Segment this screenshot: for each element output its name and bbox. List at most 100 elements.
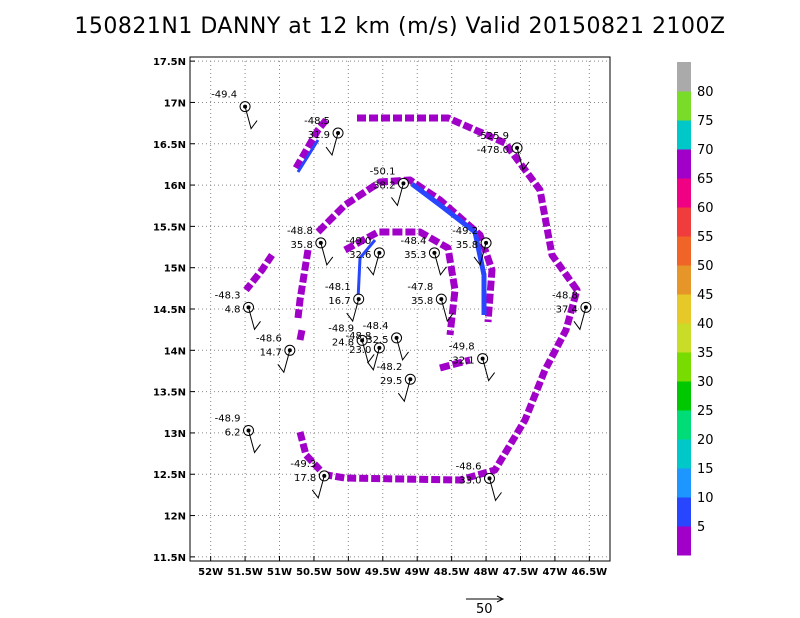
wind-barb [489,478,502,502]
observation-bottom-value: 24.8 [332,337,354,348]
observation-bottom-value: 38.2 [373,180,395,191]
x-tick-label: 48W [474,567,499,578]
wind-ring-inner [296,329,306,341]
observation-top-value: -48.3 [215,290,241,301]
y-tick-label: 16.5N [153,140,186,151]
colorbar-segment [677,323,691,353]
observation-bottom-value: 32.6 [349,250,371,261]
observation-top-value: -49.3 [290,459,316,470]
wind-barb [277,350,291,374]
observation-top-value: -48.6 [256,333,282,344]
colorbar-label: 30 [697,375,714,390]
wind-barb [244,106,258,130]
observation-top-value: -48.2 [376,362,402,373]
observation-top-value: -49.8 [449,342,475,353]
colorbar-label: 65 [697,172,714,187]
wind-field-rings [243,114,581,484]
observations: -49.4 -48.5 31.9 -525.9 -478.0 -50.1 38.2 -48.8… [211,90,592,502]
x-tick-label: 50W [336,567,361,578]
colorbar-label: 70 [697,143,714,158]
colorbar-label: 80 [697,85,714,100]
wind-ring-outer [326,114,581,484]
x-axis-ticks: 52W 51.5W 51W 50.5W 50W 49.5W 49W 48.5W 48W 47.5W… [198,556,607,578]
wind-barb [397,379,411,403]
wind-ring-outer [294,249,312,319]
observation-bottom-value: 23.0 [349,345,371,356]
observation-top-value: -48.8 [345,331,371,342]
colorbar: 5 10 15 20 25 30 35 40 45 50 55 60 65 70 75 80 [677,62,714,556]
wind-barb [325,132,339,157]
observation-top-value: -48.8 [287,226,313,237]
observation-top-value: -48.5 [304,116,330,127]
chart-title: 150821N1 DANNY at 12 km (m/s) Valid 2015… [74,14,726,39]
y-tick-label: 15N [164,264,186,275]
wind-ring-inner-fast [410,182,487,315]
x-tick-label: 51.5W [227,567,263,578]
colorbar-label: 60 [697,201,714,216]
x-tick-label: 52W [198,567,223,578]
colorbar-label: 40 [697,317,714,332]
observation-top-value: -49.2 [452,226,478,237]
y-tick-label: 12N [164,512,186,523]
wind-barb [248,307,261,331]
observation-top-value: -49.4 [211,90,237,101]
colorbar-segment [677,149,691,179]
colorbar-segment [677,352,691,382]
observation-bottom-value: 35.8 [291,240,313,251]
colorbar-segment [677,410,691,440]
y-tick-label: 17N [164,98,186,109]
observation-top-value: -48.9 [215,413,241,424]
wind-barb [366,252,380,276]
wind-ring-outer [292,117,329,170]
y-tick-label: 15.5N [153,222,186,233]
wind-barb [440,298,454,323]
observation-bottom-value: 33.0 [459,475,481,486]
wind-barb [248,430,261,454]
colorbar-label: 50 [697,259,714,274]
observation-top-value: -48.6 [456,461,482,472]
wind-ring-inner [439,356,471,372]
colorbar-label: 10 [697,491,714,506]
observation-bottom-value: 6.2 [225,427,241,438]
colorbar-label: 20 [697,433,714,448]
grid [190,57,610,561]
wind-barb [573,307,587,331]
observation-bottom-value: 16.7 [328,296,350,307]
colorbar-segment [677,91,691,121]
observation-bottom-value: 35.8 [411,296,433,307]
observation-top-value: -48.8 [552,290,578,301]
colorbar-segment [677,526,691,556]
wind-barb [366,347,380,371]
observation-bottom-value: 29.5 [380,376,402,387]
reference-vector-label: 50 [476,602,493,617]
observation-top-value: -525.9 [477,131,509,142]
x-tick-label: 49W [405,567,430,578]
colorbar-label: 25 [697,404,714,419]
x-tick-label: 48.5W [434,567,470,578]
colorbar-label: 55 [697,230,714,245]
observation-bottom-value: 14.7 [260,347,282,358]
colorbar-label: 35 [697,346,714,361]
y-tick-label: 13.5N [153,388,186,399]
wind-barb [396,337,409,362]
wind-ring-inner [315,176,496,323]
wind-ring-outer-fast [296,139,320,173]
x-tick-label: 47.5W [503,567,539,578]
reference-vector: 50 [466,595,505,617]
wind-barb [516,147,530,172]
y-tick-label: 16N [164,181,186,192]
colorbar-segment [677,236,691,266]
colorbar-segment [677,178,691,208]
y-tick-label: 11.5N [153,553,186,564]
observation-bottom-value: 32.5 [366,335,388,346]
observation-bottom-value: 17.8 [294,473,316,484]
colorbar-segment [677,62,691,92]
colorbar-label: 75 [697,114,714,129]
observation-bottom-value: -32.1 [449,356,475,367]
wind-ring-outer [243,253,275,293]
wind-barb [482,358,496,382]
x-tick-label: 51W [267,567,292,578]
colorbar-label: 5 [697,520,705,535]
wind-barb [391,183,404,207]
